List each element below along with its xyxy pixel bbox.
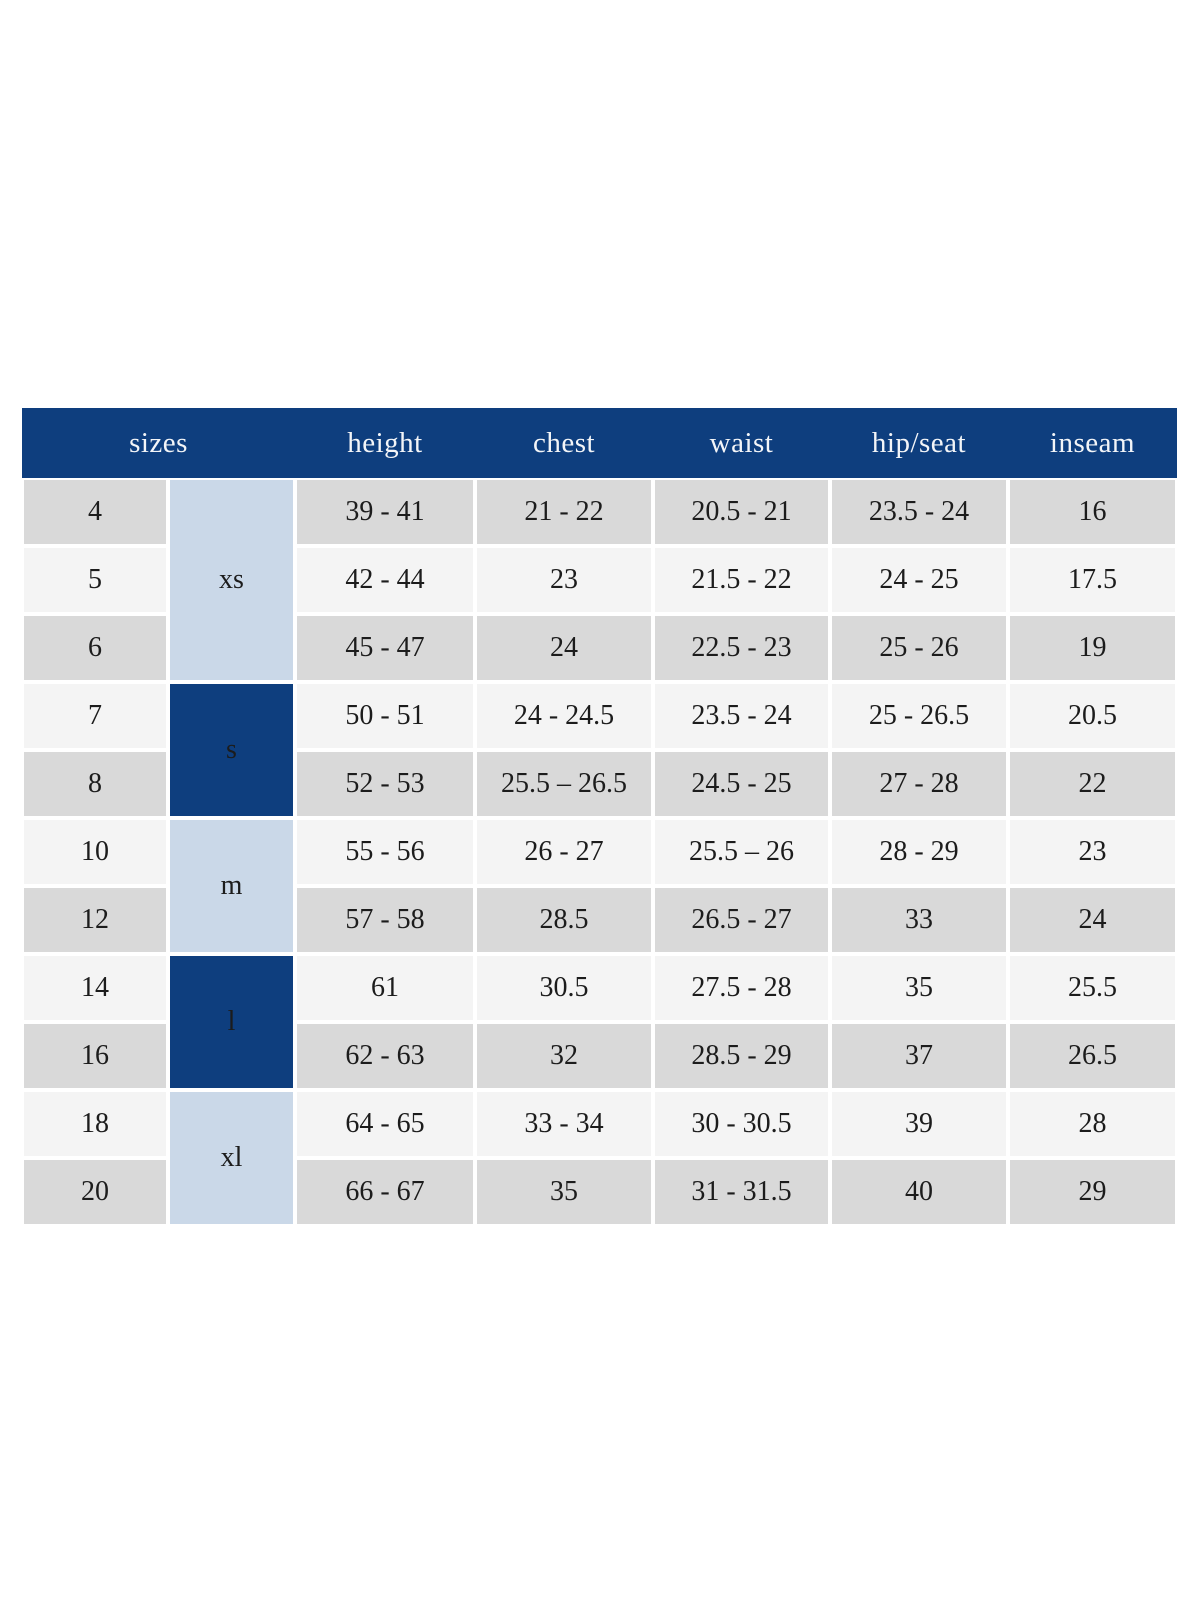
header-cell-waist: waist <box>653 408 830 478</box>
cell-waist: 28.5 - 29 <box>653 1022 830 1090</box>
cell-size: 8 <box>22 750 168 818</box>
cell-inseam: 29 <box>1008 1158 1177 1226</box>
cell-size: 18 <box>22 1090 168 1158</box>
cell-group-m: m <box>168 818 295 954</box>
cell-chest: 24 <box>475 614 653 682</box>
cell-height: 52 - 53 <box>295 750 475 818</box>
cell-group-l: l <box>168 954 295 1090</box>
cell-waist: 23.5 - 24 <box>653 682 830 750</box>
cell-chest: 24 - 24.5 <box>475 682 653 750</box>
cell-waist: 20.5 - 21 <box>653 478 830 546</box>
table-row-size-8: 8 52 - 53 25.5 – 26.5 24.5 - 25 27 - 28 … <box>22 750 1177 818</box>
cell-hip-seat: 35 <box>830 954 1008 1022</box>
cell-size: 12 <box>22 886 168 954</box>
size-chart-table: sizes height chest waist hip/seat inseam… <box>22 408 1177 1226</box>
cell-hip-seat: 39 <box>830 1090 1008 1158</box>
header-cell-height: height <box>295 408 475 478</box>
cell-hip-seat: 28 - 29 <box>830 818 1008 886</box>
cell-height: 64 - 65 <box>295 1090 475 1158</box>
cell-inseam: 25.5 <box>1008 954 1177 1022</box>
cell-height: 42 - 44 <box>295 546 475 614</box>
cell-inseam: 24 <box>1008 886 1177 954</box>
cell-inseam: 26.5 <box>1008 1022 1177 1090</box>
table-row-size-16: 16 62 - 63 32 28.5 - 29 37 26.5 <box>22 1022 1177 1090</box>
cell-size: 5 <box>22 546 168 614</box>
table-row-size-5: 5 42 - 44 23 21.5 - 22 24 - 25 17.5 <box>22 546 1177 614</box>
cell-waist: 21.5 - 22 <box>653 546 830 614</box>
cell-hip-seat: 40 <box>830 1158 1008 1226</box>
table-row-size-10: 10 m 55 - 56 26 - 27 25.5 – 26 28 - 29 2… <box>22 818 1177 954</box>
cell-inseam: 22 <box>1008 750 1177 818</box>
cell-chest: 28.5 <box>475 886 653 954</box>
cell-size: 7 <box>22 682 168 750</box>
cell-chest: 26 - 27 <box>475 818 653 886</box>
cell-height: 62 - 63 <box>295 1022 475 1090</box>
cell-group-xl: xl <box>168 1090 295 1226</box>
cell-hip-seat: 25 - 26 <box>830 614 1008 682</box>
cell-inseam: 23 <box>1008 818 1177 886</box>
cell-inseam: 16 <box>1008 478 1177 546</box>
cell-group-xs: xs <box>168 478 295 682</box>
cell-hip-seat: 37 <box>830 1022 1008 1090</box>
cell-chest: 35 <box>475 1158 653 1226</box>
cell-height: 39 - 41 <box>295 478 475 546</box>
table-row-size-14: 14 l 61 30.5 27.5 - 28 35 25.5 <box>22 954 1177 1090</box>
cell-size: 6 <box>22 614 168 682</box>
cell-height: 50 - 51 <box>295 682 475 750</box>
cell-chest: 32 <box>475 1022 653 1090</box>
cell-waist: 22.5 - 23 <box>653 614 830 682</box>
cell-inseam: 19 <box>1008 614 1177 682</box>
cell-waist: 30 - 30.5 <box>653 1090 830 1158</box>
cell-height: 57 - 58 <box>295 886 475 954</box>
cell-hip-seat: 33 <box>830 886 1008 954</box>
cell-size: 16 <box>22 1022 168 1090</box>
cell-chest: 21 - 22 <box>475 478 653 546</box>
table-row-size-6: 6 45 - 47 24 22.5 - 23 25 - 26 19 <box>22 614 1177 682</box>
cell-hip-seat: 27 - 28 <box>830 750 1008 818</box>
cell-chest: 23 <box>475 546 653 614</box>
cell-waist: 27.5 - 28 <box>653 954 830 1022</box>
table-row-size-12: 12 57 - 58 28.5 26.5 - 27 33 24 <box>22 886 1177 954</box>
cell-waist: 24.5 - 25 <box>653 750 830 818</box>
cell-inseam: 28 <box>1008 1090 1177 1158</box>
cell-inseam: 20.5 <box>1008 682 1177 750</box>
cell-size: 10 <box>22 818 168 886</box>
header-cell-sizes: sizes <box>22 408 295 478</box>
cell-chest: 33 - 34 <box>475 1090 653 1158</box>
header-cell-inseam: inseam <box>1008 408 1177 478</box>
cell-height: 45 - 47 <box>295 614 475 682</box>
table-body: 4 xs 39 - 41 21 - 22 20.5 - 21 23.5 - 24… <box>22 478 1177 1226</box>
cell-hip-seat: 24 - 25 <box>830 546 1008 614</box>
cell-size: 14 <box>22 954 168 1022</box>
header-cell-chest: chest <box>475 408 653 478</box>
cell-size: 20 <box>22 1158 168 1226</box>
cell-height: 55 - 56 <box>295 818 475 886</box>
table-header: sizes height chest waist hip/seat inseam <box>22 408 1177 478</box>
table-row-size-4: 4 xs 39 - 41 21 - 22 20.5 - 21 23.5 - 24… <box>22 478 1177 682</box>
cell-chest: 25.5 – 26.5 <box>475 750 653 818</box>
cell-inseam: 17.5 <box>1008 546 1177 614</box>
table-row-size-7: 7 s 50 - 51 24 - 24.5 23.5 - 24 25 - 26.… <box>22 682 1177 818</box>
cell-size: 4 <box>22 478 168 546</box>
cell-hip-seat: 23.5 - 24 <box>830 478 1008 546</box>
cell-chest: 30.5 <box>475 954 653 1022</box>
table-row-size-20: 20 66 - 67 35 31 - 31.5 40 29 <box>22 1158 1177 1226</box>
cell-hip-seat: 25 - 26.5 <box>830 682 1008 750</box>
cell-group-s: s <box>168 682 295 818</box>
size-chart: sizes height chest waist hip/seat inseam… <box>22 408 1177 1226</box>
cell-waist: 31 - 31.5 <box>653 1158 830 1226</box>
cell-height: 61 <box>295 954 475 1022</box>
table-row-size-18: 18 xl 64 - 65 33 - 34 30 - 30.5 39 28 <box>22 1090 1177 1226</box>
cell-waist: 25.5 – 26 <box>653 818 830 886</box>
cell-waist: 26.5 - 27 <box>653 886 830 954</box>
header-row: sizes height chest waist hip/seat inseam <box>22 408 1177 478</box>
header-cell-hip-seat: hip/seat <box>830 408 1008 478</box>
cell-height: 66 - 67 <box>295 1158 475 1226</box>
